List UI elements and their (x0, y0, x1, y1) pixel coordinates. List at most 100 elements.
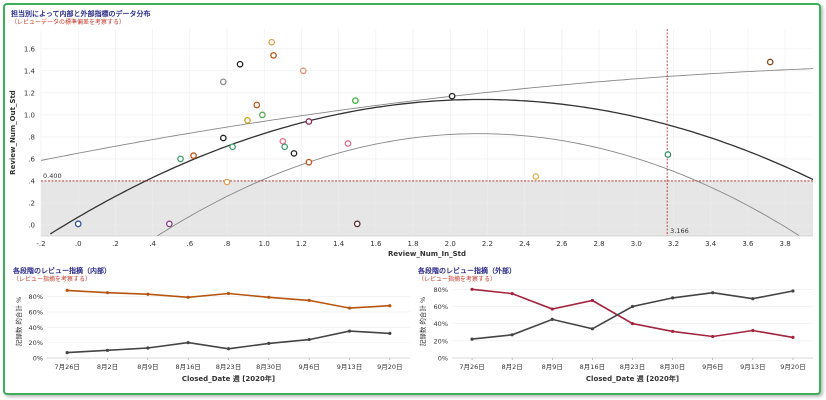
dashboard-canvas: 担当別によって内部と外部指標のデータ分布 （レビューデータの標準偏差を考察する）… (9, 9, 814, 383)
scatter-point (259, 111, 266, 119)
scatter-point (664, 151, 672, 158)
y-tick-label: 1.4 (24, 67, 36, 75)
external-series-1-point (550, 307, 554, 311)
scatter-point (299, 67, 307, 75)
horizontal-reference-label: 0.400 (43, 172, 62, 180)
x-tick-label: 2.0 (445, 240, 456, 248)
x-tick-label: .6 (186, 240, 193, 248)
internal-y-tick-label: 20% (29, 339, 43, 347)
internal-series-2-point (186, 341, 190, 345)
upper-confidence-band (40, 68, 814, 161)
scatter-chart: -.2 .0 .2 .4 .6 .8 1.0 1.2 1.4 1.6 1.8 2.0 2.2 2.4 2.6… (9, 29, 814, 258)
internal-series-2-point (267, 341, 271, 345)
internal-series-2-point (146, 346, 150, 350)
external-series-1-point (470, 287, 474, 291)
x-tick-label: 1.2 (296, 240, 307, 248)
y-tick-label: .2 (28, 199, 35, 207)
scatter-point (766, 58, 774, 66)
external-series-2-point (671, 296, 675, 300)
x-tick-label: .2 (112, 240, 119, 248)
x-tick-label: 1.8 (407, 240, 418, 248)
external-y-tick-label: 40% (434, 320, 448, 328)
internal-x-tick-label: 8月23日 (216, 363, 241, 371)
external-series-1-point (590, 298, 594, 303)
internal-x-tick-label: 8月2日 (97, 363, 118, 371)
internal-y-axis-label: 記録数 的合計 % (14, 297, 23, 346)
internal-series-2-point (388, 331, 392, 336)
scatter-point (219, 134, 227, 142)
scatter-point (353, 220, 361, 228)
internal-series-1-point (347, 306, 352, 310)
x-tick-label: .4 (149, 240, 156, 248)
x-tick-label: .0 (75, 240, 82, 248)
external-series-2-point (510, 333, 514, 337)
external-y-axis-label: 記録数 的合計 % (418, 297, 427, 346)
external-series-2-point (470, 337, 474, 341)
external-series-1-point (751, 328, 755, 333)
internal-series-1-point (267, 295, 271, 299)
internal-y-tick-label: 80% (29, 293, 43, 301)
x-tick-label: .8 (224, 240, 231, 248)
scatter-point (74, 220, 82, 228)
x-tick-label: 1.0 (259, 240, 270, 248)
internal-x-axis-label: Closed_Date 週 [2020年] (182, 374, 275, 383)
x-tick-label: 1.4 (333, 240, 345, 248)
external-x-tick-label: 7月26日 (459, 363, 484, 371)
internal-y-tick-label: 40% (29, 324, 43, 332)
external-series-1-point (791, 335, 795, 339)
scatter-point (305, 118, 313, 125)
internal-series-1-point (226, 291, 231, 296)
x-tick-label: 3.8 (780, 240, 791, 248)
internal-series-1-point (186, 295, 190, 299)
external-y-tick-label: 80% (434, 286, 448, 294)
scatter-point (279, 137, 287, 145)
scatter-point (219, 78, 227, 86)
x-axis-label: Review_Num_In_Std (388, 250, 466, 258)
external-series-2-point (630, 304, 635, 309)
x-tick-label: 2.2 (482, 240, 493, 248)
scatter-point (166, 220, 173, 228)
y-tick-label: .0 (28, 221, 35, 229)
internal-series-2-point (307, 337, 311, 342)
external-chart-subtitle: （レビュー指摘を考察する） (418, 275, 496, 283)
scatter-point (305, 158, 313, 166)
internal-x-tick-label: 8月16日 (175, 363, 200, 371)
scatter-point (290, 150, 298, 157)
internal-series-1-point (65, 288, 69, 292)
external-series-1-point (711, 334, 715, 339)
vertical-reference-label: 3.166 (670, 227, 689, 235)
internal-series-1-point (105, 291, 110, 295)
scatter-point (253, 101, 261, 109)
external-chart-title: 各段階のレビュー指摘（外部） (417, 266, 516, 275)
external-x-tick-label: 8月9日 (542, 363, 563, 371)
external-series-2-point (590, 327, 594, 331)
dashboard-frame: 担当別によって内部と外部指標のデータ分布 （レビューデータの標準偏差を考察する）… (3, 3, 821, 395)
x-tick-label: 2.8 (594, 240, 605, 248)
internal-series-1-point (307, 298, 311, 302)
scatter-point (352, 97, 359, 104)
shaded-region (41, 180, 813, 236)
scatter-point (244, 117, 251, 124)
x-tick-label: 2.4 (519, 240, 531, 248)
scatter-point (229, 143, 236, 151)
scatter-point (223, 178, 231, 186)
y-axis-label: Review_Num_Out_Std (9, 90, 17, 175)
external-series-2-point (791, 289, 795, 293)
internal-series-2-point (105, 348, 110, 352)
internal-series-1-point (388, 304, 392, 308)
external-series-1-point (630, 322, 635, 326)
scatter-point (448, 92, 456, 100)
external-series-2-point (751, 297, 755, 301)
external-line-chart: 0% 20% 40% 60% 80% 7月26日 8月2日 8月9日 8月16日 8月23日 8月3… (418, 286, 813, 383)
internal-chart-subtitle: （レビュー指摘を考察する） (13, 275, 91, 283)
y-tick-label: 1.6 (24, 45, 36, 53)
scatter-point (268, 38, 276, 46)
lower-confidence-band (157, 133, 800, 237)
internal-x-tick-label: 8月30日 (256, 363, 281, 371)
external-y-tick-label: 20% (434, 337, 448, 345)
x-tick-label: -.2 (36, 240, 45, 248)
external-x-tick-label: 8月23日 (620, 363, 645, 371)
external-series-2-point (711, 291, 715, 295)
external-series-2-point (550, 317, 554, 321)
external-series-1-line (472, 288, 794, 339)
